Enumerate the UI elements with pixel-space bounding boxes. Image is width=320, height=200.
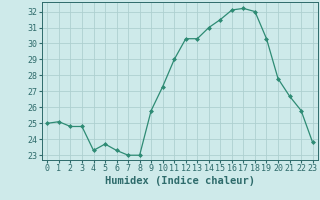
X-axis label: Humidex (Indice chaleur): Humidex (Indice chaleur) xyxy=(105,176,255,186)
